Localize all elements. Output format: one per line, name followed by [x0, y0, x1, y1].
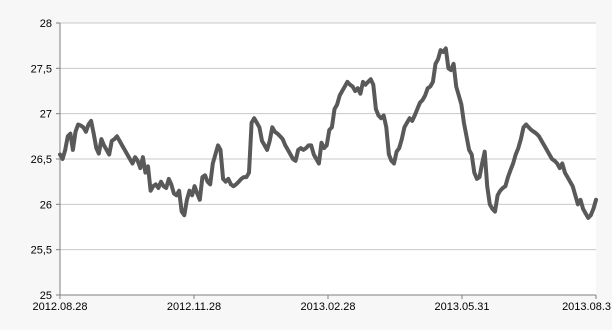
y-tick-label: 27,5 [31, 63, 52, 75]
y-tick-label: 25,5 [31, 245, 52, 257]
axes [56, 22, 597, 299]
x-tick-label: 2012.08.28 [32, 301, 87, 313]
x-tick-label: 2013.08.3 [562, 301, 611, 313]
series-line [58, 46, 598, 220]
y-tick-label: 28 [40, 18, 52, 30]
y-tick-label: 26,5 [31, 154, 52, 166]
y-tick-label: 26 [40, 199, 52, 211]
x-tick-label: 2013.05.31 [434, 301, 489, 313]
x-tick-label: 2013.02.28 [300, 301, 355, 313]
series-layer [58, 46, 598, 220]
tick-labels: 25 25,5 26 26,5 27 27,5 28 2012.08.28 2012.11.28… [31, 18, 611, 313]
x-tick-label: 2012.11.28 [167, 301, 221, 313]
y-tick-label: 25 [40, 290, 52, 302]
gridlines [60, 22, 596, 251]
y-tick-label: 27 [40, 109, 52, 121]
